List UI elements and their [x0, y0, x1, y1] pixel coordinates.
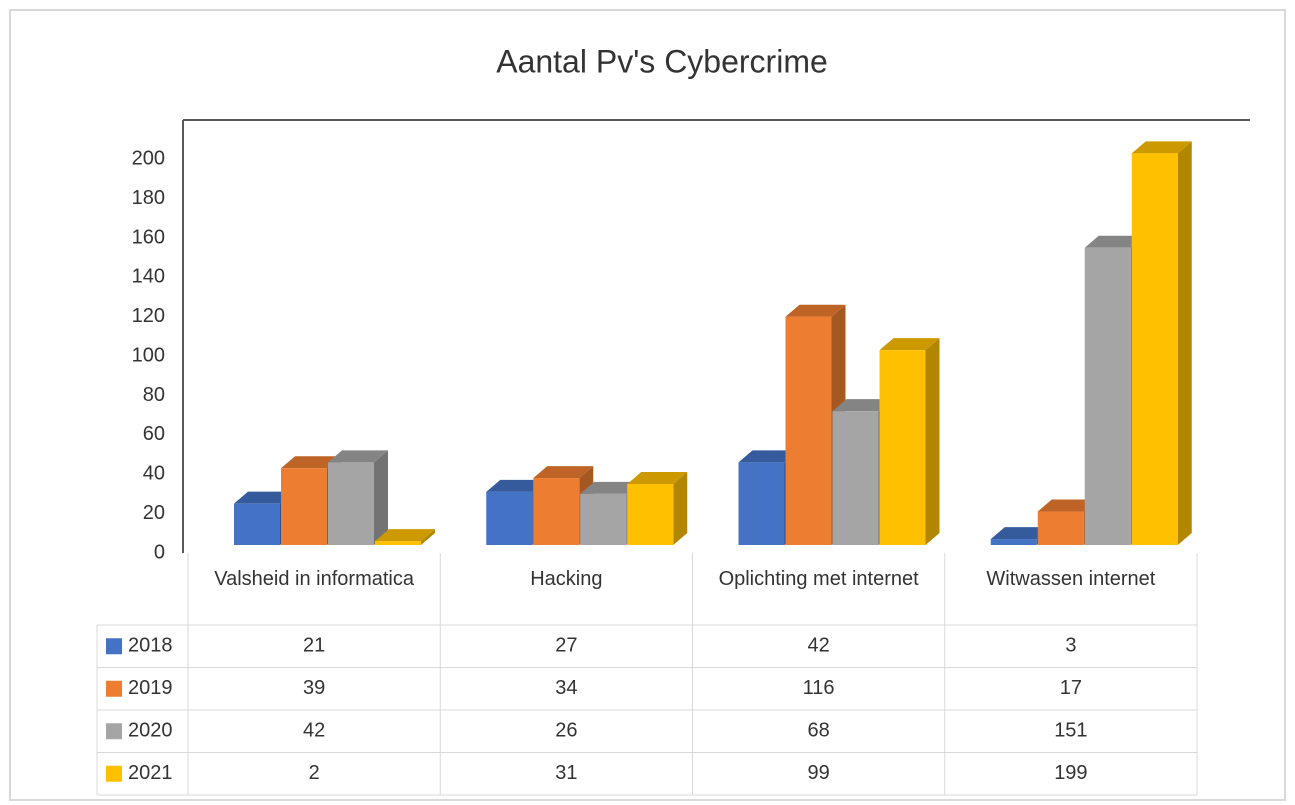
bar-side [374, 450, 388, 545]
legend-swatch [106, 680, 122, 697]
x-tick-label: Oplichting met internet [718, 568, 919, 590]
category-cell: Hacking [530, 568, 603, 590]
bar-front [328, 462, 374, 545]
y-tick-label: 100 [132, 344, 165, 366]
table-value: 42 [303, 720, 325, 742]
legend-label: 2018 [128, 635, 173, 657]
bar-side [421, 529, 435, 545]
table-value: 3 [1065, 635, 1076, 657]
bar-front [1084, 247, 1131, 545]
bar-top [580, 481, 641, 494]
table-value: 17 [1060, 677, 1082, 699]
bar-top [533, 466, 594, 479]
category-cell: Oplichting met internet [718, 568, 919, 590]
bar-side [1177, 141, 1192, 545]
table-value: 199 [1054, 762, 1087, 784]
bar-top [486, 479, 547, 492]
x-tick-label: Hacking [530, 568, 603, 590]
bar-top [1084, 235, 1145, 248]
y-tick-label: 180 [132, 187, 165, 209]
bar-side [925, 338, 940, 545]
table-value: 42 [808, 635, 830, 657]
bar [627, 471, 688, 545]
bar-front [1131, 153, 1178, 545]
chart-title: Aantal Pv's Cybercrime [496, 43, 828, 79]
bar-front [832, 411, 879, 545]
y-tick-label: 160 [132, 226, 165, 248]
x-tick-label: Witwassen internet [986, 568, 1156, 590]
bar-front [486, 491, 533, 545]
y-tick-label: 200 [132, 148, 165, 170]
bar-front [580, 493, 627, 545]
bar-front [234, 503, 280, 545]
chart-border [9, 9, 1286, 801]
category-cell: Valsheid in informatica [214, 568, 414, 590]
legend-swatch [106, 765, 122, 782]
y-tick-label: 80 [143, 384, 165, 406]
bar-front [990, 539, 1037, 545]
bar-top [990, 527, 1051, 540]
bar-top [234, 491, 294, 504]
table-value: 27 [555, 635, 577, 657]
y-tick-label: 40 [143, 463, 165, 485]
table-value: 116 [803, 677, 835, 699]
x-tick-label: Valsheid in informatica [214, 568, 414, 590]
bar-front [1037, 511, 1084, 545]
legend-swatch [106, 638, 122, 655]
legend-label: 2019 [128, 677, 173, 699]
bar-front [738, 462, 785, 545]
bar-front [627, 483, 674, 545]
table-value: 31 [555, 762, 577, 784]
y-tick-label: 20 [143, 502, 165, 524]
bar-side [673, 471, 688, 545]
table-value: 151 [1054, 720, 1087, 742]
bar [328, 450, 388, 545]
bar-top [879, 338, 940, 351]
bar [879, 338, 940, 545]
table-value: 26 [555, 720, 577, 742]
bar-front [281, 468, 327, 545]
table-value: 68 [808, 720, 830, 742]
y-tick-label: 60 [143, 423, 165, 445]
y-tick-label: 120 [132, 305, 165, 327]
bar-top [627, 471, 688, 484]
bar-top [375, 529, 435, 542]
legend-label: 2020 [128, 720, 173, 742]
legend-swatch [106, 723, 122, 740]
bar-top [1037, 499, 1098, 512]
table-value: 21 [303, 635, 325, 657]
bar-top [785, 304, 846, 317]
bar-front [785, 316, 832, 545]
bar-top [738, 450, 799, 463]
bar-top [832, 399, 893, 412]
bar-top [1131, 141, 1192, 154]
bar-top [281, 456, 341, 469]
bar [375, 529, 435, 545]
table-value: 99 [808, 762, 830, 784]
table-value: 34 [555, 677, 577, 699]
category-cell: Witwassen internet [986, 568, 1156, 590]
legend-label: 2021 [128, 762, 173, 784]
bar-front [879, 350, 926, 545]
bar-top [328, 450, 388, 463]
bar-front [375, 541, 421, 545]
y-tick-label: 140 [132, 266, 165, 288]
table-value: 2 [309, 762, 320, 784]
y-tick-label: 0 [154, 541, 165, 563]
table-value: 39 [303, 677, 325, 699]
bar-front [533, 478, 580, 545]
bar [1131, 141, 1192, 545]
